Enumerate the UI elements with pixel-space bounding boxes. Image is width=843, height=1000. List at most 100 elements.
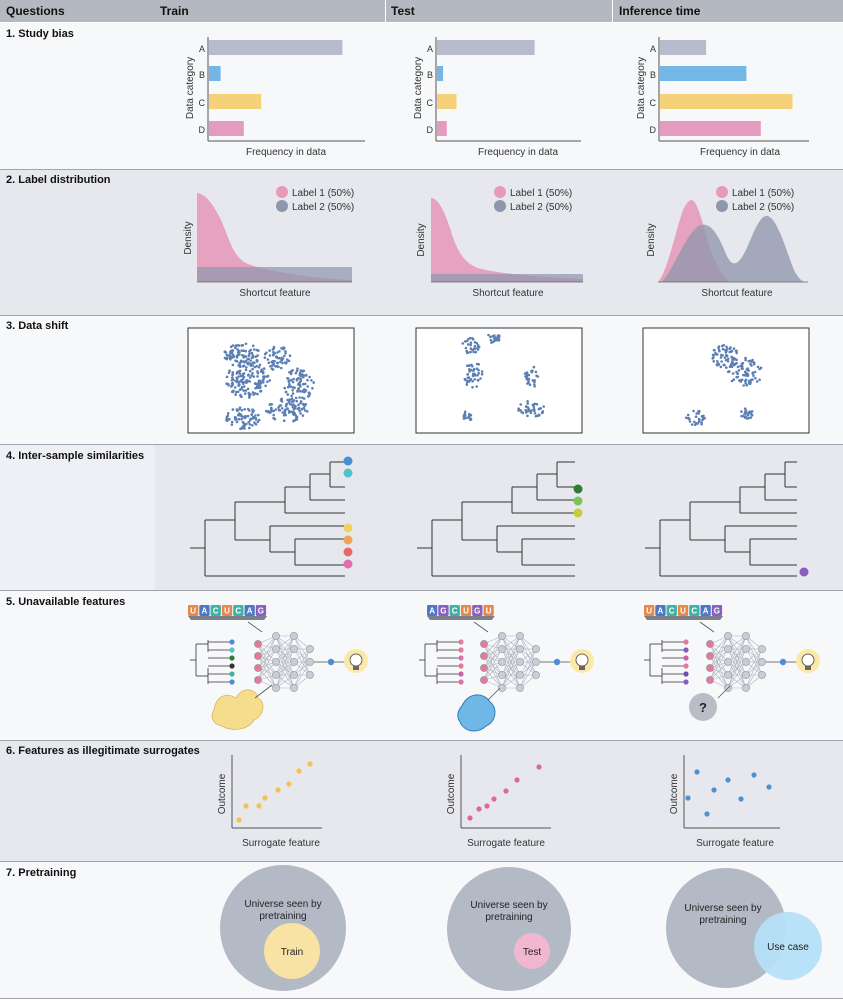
embedding-point bbox=[297, 383, 300, 386]
embedding-point bbox=[726, 347, 729, 351]
embedding-point bbox=[242, 349, 245, 353]
embedding-box-inference bbox=[642, 327, 810, 434]
embedding-point bbox=[296, 390, 299, 393]
universe-circle bbox=[666, 868, 786, 988]
embedding-point bbox=[244, 342, 248, 346]
row-surrogates bbox=[0, 741, 843, 861]
sample-dot bbox=[229, 679, 235, 685]
embedding-point bbox=[286, 393, 290, 396]
embedding-point bbox=[273, 360, 276, 363]
nn-edge bbox=[519, 648, 537, 676]
embedding-point bbox=[231, 372, 235, 376]
nn-node bbox=[742, 632, 750, 640]
legend-swatch-label2 bbox=[276, 200, 288, 212]
embedding-point bbox=[238, 372, 242, 376]
similarity-trees bbox=[190, 456, 809, 577]
embedding-point bbox=[711, 357, 714, 360]
embedding-point bbox=[290, 397, 294, 401]
nucleotide-tile bbox=[449, 605, 460, 616]
nn-edge bbox=[501, 635, 521, 689]
embedding-point bbox=[694, 415, 698, 419]
embedding-point bbox=[258, 363, 262, 367]
embedding-point bbox=[240, 379, 243, 382]
label2-curve bbox=[431, 274, 583, 282]
nn-edge bbox=[501, 635, 521, 676]
nn-node bbox=[516, 684, 524, 692]
embedding-point bbox=[472, 367, 476, 371]
embedding-point bbox=[245, 366, 248, 369]
embedding-point bbox=[468, 364, 471, 367]
header-divider bbox=[612, 0, 613, 22]
embedding-point bbox=[468, 368, 471, 371]
embedding-point bbox=[741, 367, 744, 370]
embedding-point bbox=[466, 373, 469, 376]
embedding-point bbox=[292, 419, 295, 423]
embedding-point bbox=[246, 407, 250, 411]
embedding-point bbox=[473, 341, 477, 344]
nucleotide-tile bbox=[472, 605, 483, 616]
embedding-point bbox=[240, 349, 243, 352]
nn-edge bbox=[275, 635, 295, 663]
embedding-point bbox=[299, 369, 303, 372]
category-label: C bbox=[427, 98, 434, 108]
embedding-point bbox=[237, 417, 241, 421]
nn-node bbox=[290, 645, 298, 653]
embedding-point bbox=[718, 349, 721, 353]
sample-dot bbox=[229, 639, 235, 645]
embedding-point bbox=[496, 334, 500, 337]
sample-dot bbox=[573, 496, 583, 506]
label1-curve bbox=[431, 198, 583, 282]
embedding-point bbox=[302, 373, 305, 377]
embedding-point bbox=[243, 408, 246, 411]
embedding-point bbox=[269, 403, 273, 406]
arrow bbox=[254, 684, 273, 699]
embedding-point bbox=[243, 415, 247, 418]
bar-c bbox=[209, 94, 262, 109]
usecase-circle bbox=[754, 912, 822, 980]
embedding-point bbox=[295, 377, 299, 381]
embedding-point bbox=[272, 413, 276, 417]
nn-node bbox=[758, 658, 766, 666]
unavailable-features-diagrams: U A C U C A G A G C U G U U A C U C A G? bbox=[188, 605, 820, 732]
embedding-point bbox=[716, 360, 719, 363]
embedding-point bbox=[276, 351, 279, 354]
embedding-point bbox=[312, 381, 316, 384]
embedding-point bbox=[294, 404, 297, 408]
venn-inference: Universe seen by pretraining Use case bbox=[666, 868, 822, 988]
embedding-point bbox=[280, 397, 284, 401]
embedding-point bbox=[737, 369, 741, 372]
embedding-point bbox=[236, 353, 240, 357]
nn-edge bbox=[257, 661, 277, 681]
embedding-point bbox=[253, 365, 257, 369]
lightbulb-base bbox=[353, 666, 359, 670]
nn-node bbox=[272, 671, 280, 679]
embedding-point bbox=[490, 341, 493, 344]
nucleotide-tile bbox=[655, 605, 666, 616]
embedding-point bbox=[284, 352, 287, 355]
nn-node bbox=[254, 676, 262, 684]
embedding-point bbox=[268, 354, 272, 357]
embedding-point bbox=[467, 380, 471, 383]
embedding-point bbox=[292, 403, 295, 407]
embedding-point bbox=[239, 360, 243, 364]
embedding-point bbox=[275, 365, 279, 368]
bar-a bbox=[437, 40, 535, 55]
nn-edge bbox=[257, 635, 277, 669]
embedding-point bbox=[310, 379, 313, 382]
arrow bbox=[473, 621, 489, 633]
surrogate-plot-test: Outcome Surrogate feature bbox=[446, 755, 551, 849]
nucleotide-tile bbox=[700, 605, 711, 616]
embedding-point bbox=[242, 389, 245, 392]
embedding-point bbox=[292, 377, 295, 381]
embedding-point bbox=[283, 386, 287, 390]
nn-node bbox=[480, 664, 488, 672]
sequence-base bbox=[644, 616, 724, 620]
venn-train: Universe seen by pretraining Train bbox=[220, 865, 346, 991]
row-separator bbox=[0, 315, 843, 316]
embedding-point bbox=[252, 416, 256, 419]
row-label-data-shift: 3. Data shift bbox=[6, 320, 69, 332]
nn-edge bbox=[709, 655, 729, 676]
embedding-point bbox=[244, 355, 248, 358]
sample-dot bbox=[343, 535, 353, 545]
embedding-point bbox=[231, 363, 235, 367]
